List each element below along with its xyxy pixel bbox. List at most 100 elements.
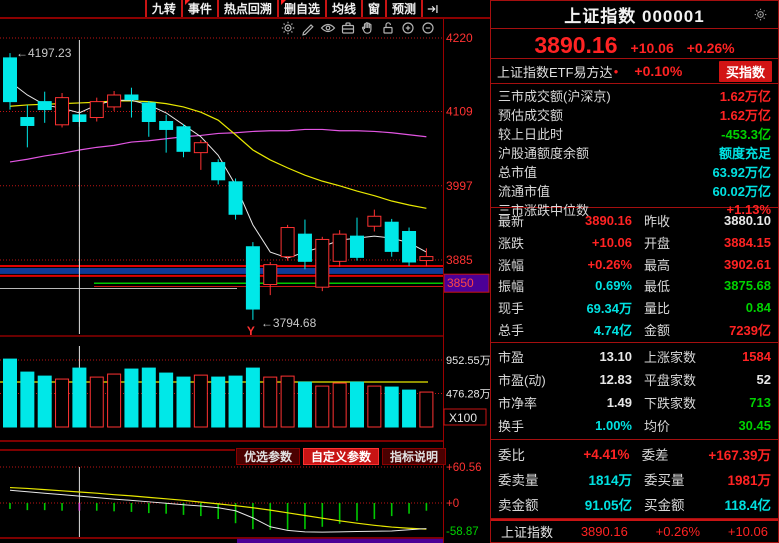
quote-row: 振幅 0.69% 最低 3875.68 <box>491 276 778 295</box>
quote-label: 换手 <box>498 419 525 434</box>
quote-panel: 上证指数 000001 3890.16 +10.06 +0.26% 上证指数ET… <box>490 0 779 543</box>
price-change: +10.06 <box>630 40 674 56</box>
svg-text:Y: Y <box>247 324 255 338</box>
toolbar-tab[interactable]: 删自选 <box>276 0 325 17</box>
buy-index-button[interactable]: 买指数 <box>718 60 772 82</box>
quote-label: 买金额 <box>644 497 685 513</box>
status-index-name: 上证指数 <box>501 525 554 540</box>
last-price-row: 3890.16 +10.06 +0.26% <box>491 29 778 59</box>
collapse-right-icon[interactable] <box>421 0 443 17</box>
quote-row: 涨跌 +10.06 开盘 3884.15 <box>491 233 778 252</box>
quote-label: 开盘 <box>644 235 671 251</box>
index-status-bar[interactable]: 上证指数 3890.16 +0.26% +10.06 <box>491 519 778 542</box>
svg-text:3997: 3997 <box>446 179 473 193</box>
pencil-icon[interactable] <box>300 20 316 36</box>
svg-text:←4197.23: ←4197.23 <box>16 46 72 60</box>
quote-value: 118.4亿 <box>724 497 771 513</box>
quote-value: 1814万 <box>588 472 632 488</box>
info-row: 三市涨跌中位数 +1.13% <box>491 200 778 219</box>
param-button[interactable]: 自定义参数 <box>303 448 380 465</box>
hand-icon[interactable] <box>360 20 376 36</box>
quote-row: 市盈 13.10 上涨家数 1584 <box>491 347 778 366</box>
quote-label: 振幅 <box>498 279 525 295</box>
quote-value: 4.74亿 <box>593 322 632 338</box>
svg-text:+60.56: +60.56 <box>446 462 482 474</box>
lock-open-icon[interactable] <box>380 20 396 36</box>
quote-row: 市净率 1.49 下跌家数 713 <box>491 393 778 412</box>
quote-label: 下跌家数 <box>644 396 697 411</box>
svg-text:←3794.68: ←3794.68 <box>261 316 317 330</box>
market-info-section: 三市成交额(沪深京) 1.62万亿 预估成交额 1.62万亿 较上日此时 -453.3亿沪… <box>491 84 778 218</box>
svg-text:-58.87: -58.87 <box>446 526 479 538</box>
chart-tools-row <box>280 20 436 36</box>
quote-value: +4.41% <box>583 446 630 462</box>
gear-icon[interactable] <box>753 7 768 22</box>
info-row: 三市成交额(沪深京) 1.62万亿 <box>491 86 778 105</box>
quote-value: 3880.10 <box>724 213 771 229</box>
toolbar-tab[interactable]: 均线 <box>324 0 361 17</box>
quote-row: 市盈(动) 12.83 平盘家数 52 <box>491 370 778 389</box>
order-section: 委比 +4.41% 委差 +167.39万 委卖量 1814万 委买量 1981万 卖金额 91.… <box>491 440 778 519</box>
info-label: 流通市值 <box>498 184 551 199</box>
quote-grid-section: 最新 3890.16 昨收 3880.10 涨跌 +10.06 开盘 3884.15 涨幅 +0.… <box>491 208 778 343</box>
quote-value: +10.06 <box>591 234 632 250</box>
info-row: 流通市值 60.02万亿 <box>491 181 778 200</box>
quote-label: 量比 <box>644 300 671 316</box>
quote-label: 市盈 <box>498 350 525 365</box>
quote-value: 1981万 <box>727 472 771 488</box>
svg-text:3885: 3885 <box>446 253 473 267</box>
quote-row: 卖金额 91.05亿 买金额 118.4亿 <box>491 494 778 514</box>
toolbox-icon[interactable] <box>340 20 356 36</box>
info-label: 总市值 <box>498 165 538 180</box>
quote-row: 涨幅 +0.26% 最高 3902.61 <box>491 255 778 274</box>
quote-value: +167.39万 <box>708 448 772 464</box>
toolbar-tab[interactable]: 热点回溯 <box>216 0 277 17</box>
etf-row: 上证指数ETF易方达 ● +0.10% 买指数 <box>491 59 778 84</box>
quote-row: 换手 1.00% 均价 30.45 <box>491 416 778 435</box>
quote-value: 91.05亿 <box>584 497 632 513</box>
quote-row: 委比 +4.41% 委差 +167.39万 <box>491 444 778 464</box>
quote-row: 现手 69.34万 量比 0.84 <box>491 298 778 317</box>
etf-dot-badge: ● <box>613 66 619 76</box>
quote-label: 市净率 <box>498 396 538 411</box>
svg-text:4220: 4220 <box>446 31 473 45</box>
info-value: +1.13% <box>726 202 771 217</box>
quote-label: 委比 <box>498 448 525 464</box>
toolbar-tab[interactable]: 窗 <box>360 0 385 17</box>
valuation-section: 市盈 13.10 上涨家数 1584 市盈(动) 12.83 平盘家数 52 市净率 1.49 下跌… <box>491 343 778 440</box>
quote-value: 1584 <box>742 349 771 364</box>
quote-label: 上涨家数 <box>644 350 697 365</box>
quote-value: 12.83 <box>599 372 632 387</box>
svg-text:952.55万: 952.55万 <box>446 355 490 367</box>
status-index-change: +10.06 <box>727 524 768 539</box>
toolbar-tab[interactable]: 预测 <box>384 0 421 17</box>
eye-icon[interactable] <box>320 20 336 36</box>
price-change-pct: +0.26% <box>686 40 735 56</box>
svg-text:3850: 3850 <box>447 276 474 290</box>
quote-row: 总手 4.74亿 金额 7239亿 <box>491 320 778 339</box>
zoom-out-icon[interactable] <box>420 20 436 36</box>
quote-label: 现手 <box>498 300 525 316</box>
svg-text:+0: +0 <box>446 498 459 510</box>
toolbar-tab[interactable]: 事件 <box>180 0 217 17</box>
quote-value: 69.34万 <box>586 300 632 316</box>
etf-change-pct: +0.10% <box>634 63 683 79</box>
gear-icon[interactable] <box>280 20 296 36</box>
toolbar-tab[interactable]: 九转 <box>144 0 181 17</box>
info-label: 三市涨跌中位数 <box>498 203 590 218</box>
quote-value: 3884.15 <box>724 234 771 250</box>
quote-value: 13.10 <box>599 349 632 364</box>
quote-value: 1.49 <box>606 395 632 410</box>
info-label: 沪股通额度余额 <box>498 146 590 161</box>
param-button[interactable]: 优选参数 <box>236 448 301 465</box>
quote-value: 3875.68 <box>724 278 771 294</box>
candlestick-chart[interactable]: 4220 4109 3997 3885 3850 ←4197.23 ←3794.68 Y 952… <box>0 0 490 543</box>
info-value: -453.3亿 <box>721 127 771 142</box>
param-button[interactable]: 指标说明 <box>382 448 447 465</box>
etf-name: 上证指数ETF易方达 <box>497 64 613 80</box>
zoom-in-icon[interactable] <box>400 20 416 36</box>
quote-label: 市盈(动) <box>498 373 546 388</box>
page-title: 上证指数 000001 <box>564 7 705 26</box>
quote-label: 委卖量 <box>498 472 539 488</box>
toolbar-tabs: 九转 事件 热点回溯 删自选 均线窗预测 <box>144 0 421 17</box>
